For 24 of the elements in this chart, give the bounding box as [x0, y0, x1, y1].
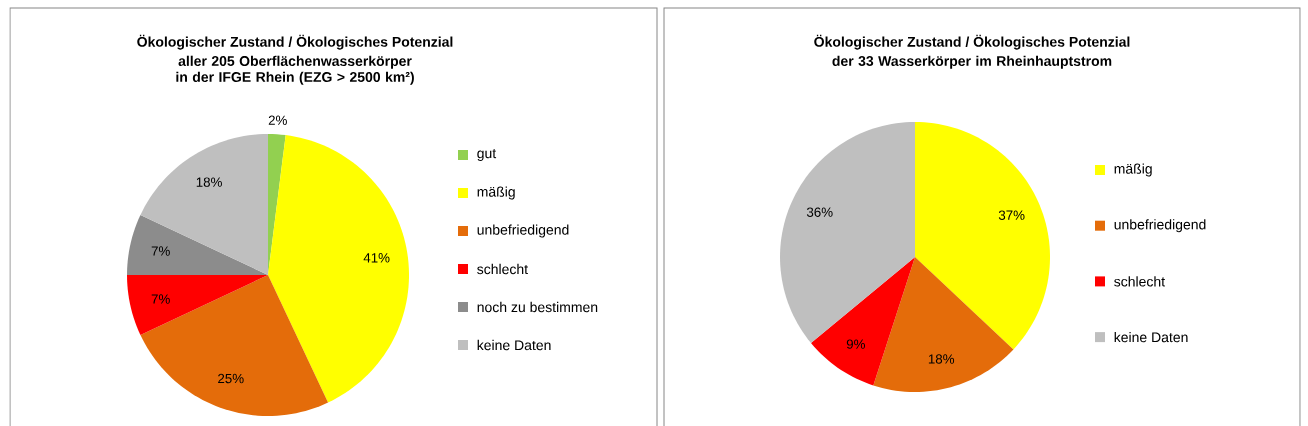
- chart-subtitle: der 33 Wasserkörper im Rheinhauptstrom: [832, 55, 1112, 69]
- data-label: 18%: [196, 177, 222, 187]
- legend-label: noch zu bestimmen: [477, 301, 598, 313]
- legend-label: mäßig: [1114, 163, 1152, 177]
- data-label: 7%: [151, 246, 170, 256]
- data-label: 7%: [151, 294, 170, 304]
- legend-label: keine Daten: [477, 339, 551, 351]
- legend-label: unbefriedigend: [1114, 219, 1206, 233]
- chart-title: Ökologischer Zustand / Ökologisches Potenzial: [137, 34, 453, 50]
- data-label: 2%: [268, 115, 287, 125]
- legend-label: unbefriedigend: [477, 224, 569, 238]
- data-label: 37%: [998, 210, 1025, 220]
- data-label: 9%: [846, 339, 865, 349]
- data-label: 36%: [806, 207, 833, 217]
- legend-label: gut: [477, 149, 497, 161]
- legend-label: mäßig: [477, 186, 515, 200]
- chart-title: Ökologischer Zustand / Ökologisches Potenzial: [814, 34, 1130, 50]
- data-label: 25%: [218, 373, 244, 384]
- data-label: 18%: [928, 354, 955, 364]
- chart-subtitle: aller 205 Oberflächenwasserkörper in der IFGE Rhein (EZG > 2500 km²): [176, 55, 414, 85]
- legend-label: keine Daten: [1114, 331, 1188, 343]
- legend-label: schlecht: [477, 263, 528, 275]
- legend-label: schlecht: [1114, 276, 1165, 287]
- data-label: 41%: [363, 253, 390, 263]
